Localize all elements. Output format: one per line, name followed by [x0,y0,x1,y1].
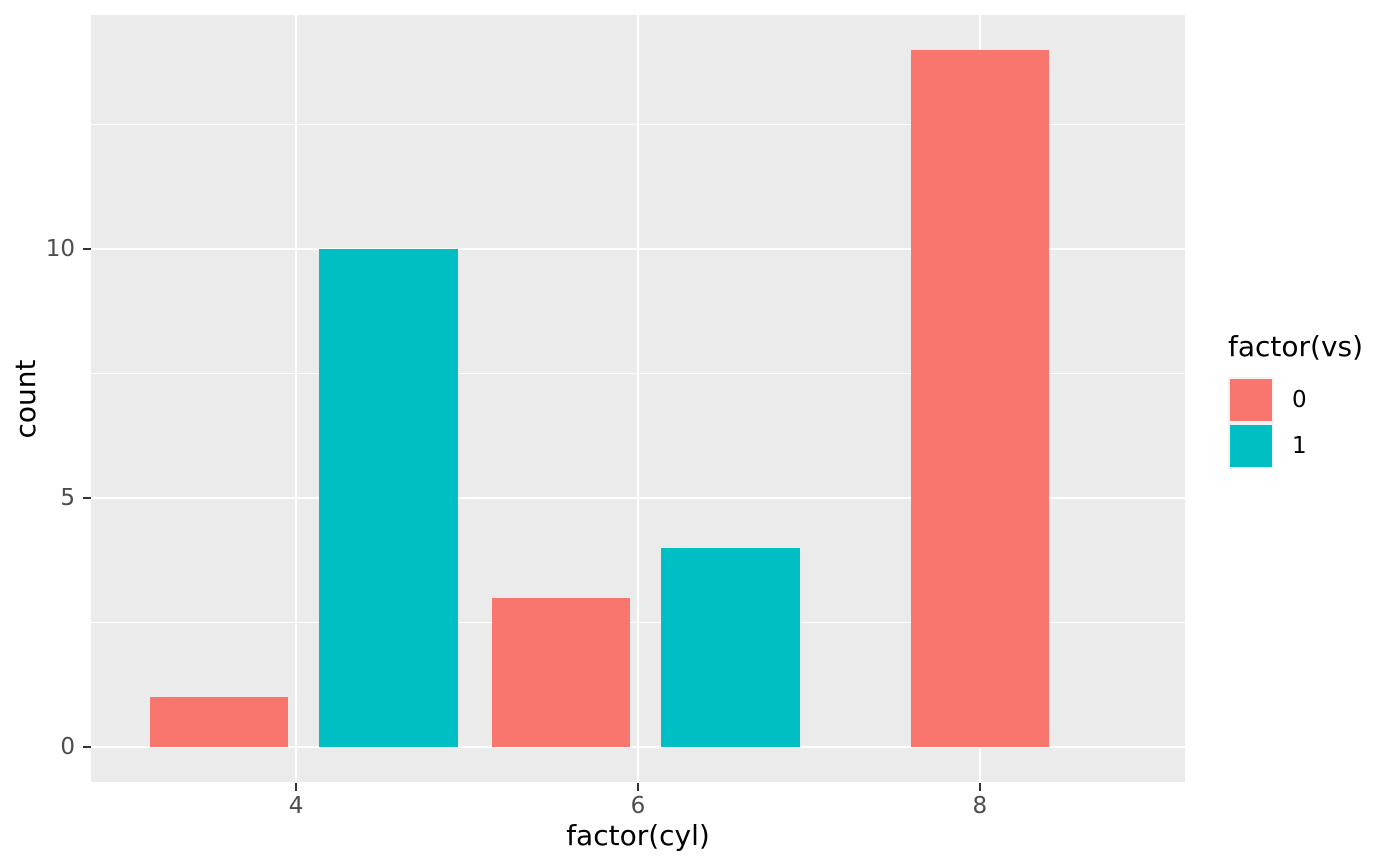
x-tick-mark [295,783,298,791]
x-tick-mark [637,783,639,791]
y-tick-mark [83,746,91,749]
legend-key [1228,422,1274,469]
legend-label: 1 [1292,432,1307,459]
legend-entry: 0 [1228,376,1398,423]
gridline-major [294,15,298,782]
x-axis-title: factor(cyl) [566,819,710,852]
plot-panel [91,15,1185,782]
x-tick-label: 4 [288,793,304,819]
gridline-major [636,15,640,782]
y-tick-label: 5 [60,485,75,512]
legend-label: 0 [1292,386,1307,413]
bar [149,697,289,748]
legend-entry: 1 [1228,422,1398,469]
y-tick-mark [83,497,91,500]
bar [319,249,458,748]
bar [661,547,800,748]
y-tick-label: 10 [45,236,75,263]
legend-swatch [1230,378,1272,421]
legend-swatch [1230,424,1272,467]
y-tick-label: 0 [60,734,75,761]
bar [491,597,631,748]
y-axis-title: count [9,359,42,438]
x-tick-label: 6 [630,793,646,819]
legend-title: factor(vs) [1228,330,1364,363]
y-tick-mark [83,248,91,251]
x-tick-mark [978,783,981,791]
bar [910,49,1050,748]
legend-key [1228,376,1274,423]
x-tick-label: 8 [972,793,988,819]
